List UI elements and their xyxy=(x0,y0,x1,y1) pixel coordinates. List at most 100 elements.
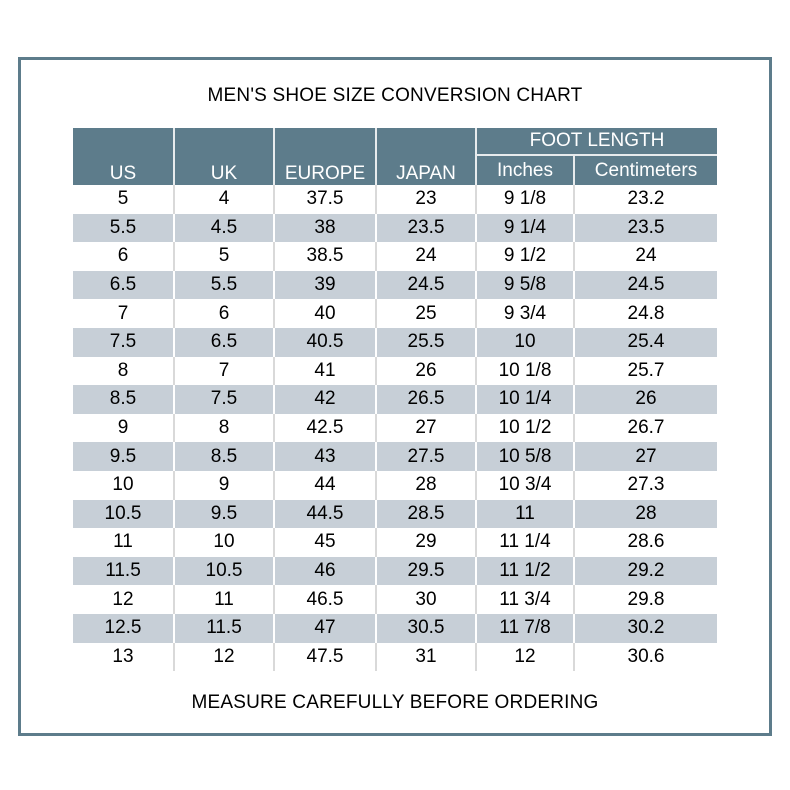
table-cell: 27.3 xyxy=(575,470,717,500)
table-cell: 47.5 xyxy=(275,642,377,672)
table-cell: 10 xyxy=(175,528,275,557)
column-header-europe: EUROPE xyxy=(275,128,377,185)
table-cell: 10 xyxy=(73,470,175,500)
table-cell: 44 xyxy=(275,470,377,500)
column-group-foot-length: FOOT LENGTH xyxy=(477,128,717,156)
table-cell: 12 xyxy=(73,585,175,614)
table-cell: 7.5 xyxy=(175,385,275,414)
table-cell: 38.5 xyxy=(275,242,377,271)
table-cell: 5 xyxy=(73,185,175,214)
table-cell: 10 3/4 xyxy=(477,470,575,500)
footer-note: MEASURE CAREFULLY BEFORE ORDERING xyxy=(191,692,599,713)
table-cell: 9 1/8 xyxy=(477,185,575,214)
table-cell: 40.5 xyxy=(275,327,377,357)
table-cell: 27.5 xyxy=(377,442,477,471)
table-cell: 9 3/4 xyxy=(477,299,575,328)
table-cell: 9.5 xyxy=(175,499,275,529)
table-cell: 12 xyxy=(477,642,575,672)
column-header-inches: Inches xyxy=(477,156,575,185)
table-cell: 10 1/8 xyxy=(477,356,575,386)
table-row: 11 10 45 29 11 1/4 28.6 xyxy=(73,528,717,557)
table-cell: 40 xyxy=(275,299,377,328)
table-cell: 42 xyxy=(275,385,377,414)
table-cell: 23 xyxy=(377,185,477,214)
table-cell: 28 xyxy=(575,499,717,529)
table-cell: 27 xyxy=(377,413,477,443)
table-row: 9 8 42.5 27 10 1/2 26.7 xyxy=(73,413,717,443)
table-cell: 38 xyxy=(275,213,377,243)
table-cell: 11 3/4 xyxy=(477,585,575,614)
table-cell: 25 xyxy=(377,299,477,328)
table-row: 5.5 4.5 38 23.5 9 1/4 23.5 xyxy=(73,213,717,243)
table-cell: 30.6 xyxy=(575,642,717,672)
table-cell: 4.5 xyxy=(175,213,275,243)
table-cell: 11.5 xyxy=(175,613,275,643)
table-cell: 8.5 xyxy=(175,442,275,471)
table-cell: 28.5 xyxy=(377,499,477,529)
table-cell: 11 xyxy=(477,499,575,529)
table-cell: 10.5 xyxy=(175,556,275,586)
table-cell: 31 xyxy=(377,642,477,672)
table-cell: 29 xyxy=(377,528,477,557)
chart-frame: MEN'S SHOE SIZE CONVERSION CHART US UK E… xyxy=(18,57,772,736)
table-cell: 39 xyxy=(275,270,377,300)
table-cell: 7 xyxy=(73,299,175,328)
table-row: 7.5 6.5 40.5 25.5 10 25.4 xyxy=(73,327,717,357)
table-cell: 24.5 xyxy=(575,270,717,300)
table-cell: 10.5 xyxy=(73,499,175,529)
table-cell: 26 xyxy=(575,385,717,414)
column-header-us: US xyxy=(73,128,175,185)
column-header-centimeters: Centimeters xyxy=(575,156,717,185)
table-cell: 27 xyxy=(575,442,717,471)
table-cell: 9 1/4 xyxy=(477,213,575,243)
table-cell: 24 xyxy=(377,242,477,271)
table-cell: 10 1/2 xyxy=(477,413,575,443)
table-row: 6 5 38.5 24 9 1/2 24 xyxy=(73,242,717,271)
table-cell: 10 xyxy=(477,327,575,357)
table-cell: 6 xyxy=(73,242,175,271)
table-cell: 12 xyxy=(175,642,275,672)
table-row: 12 11 46.5 30 11 3/4 29.8 xyxy=(73,585,717,614)
table-cell: 24.8 xyxy=(575,299,717,328)
table-cell: 42.5 xyxy=(275,413,377,443)
table-cell: 44.5 xyxy=(275,499,377,529)
table-cell: 9 5/8 xyxy=(477,270,575,300)
table-row: 5 4 37.5 23 9 1/8 23.2 xyxy=(73,185,717,214)
table-cell: 11 xyxy=(175,585,275,614)
table-cell: 26.7 xyxy=(575,413,717,443)
table-cell: 25.4 xyxy=(575,327,717,357)
table-cell: 28 xyxy=(377,470,477,500)
table-cell: 5.5 xyxy=(175,270,275,300)
column-header-uk: UK xyxy=(175,128,275,185)
table-cell: 6.5 xyxy=(73,270,175,300)
table-cell: 10 1/4 xyxy=(477,385,575,414)
table-cell: 5.5 xyxy=(73,213,175,243)
table-cell: 10 5/8 xyxy=(477,442,575,471)
table-row: 12.5 11.5 47 30.5 11 7/8 30.2 xyxy=(73,613,717,643)
table-cell: 28.6 xyxy=(575,528,717,557)
table-cell: 45 xyxy=(275,528,377,557)
table-cell: 41 xyxy=(275,356,377,386)
table-cell: 5 xyxy=(175,242,275,271)
table-row: 7 6 40 25 9 3/4 24.8 xyxy=(73,299,717,328)
table-row: 11.5 10.5 46 29.5 11 1/2 29.2 xyxy=(73,556,717,586)
table-cell: 9 xyxy=(175,470,275,500)
table-cell: 30 xyxy=(377,585,477,614)
table-cell: 24 xyxy=(575,242,717,271)
table-cell: 9.5 xyxy=(73,442,175,471)
table-cell: 11 xyxy=(73,528,175,557)
table-cell: 25.5 xyxy=(377,327,477,357)
table-cell: 46.5 xyxy=(275,585,377,614)
table-cell: 13 xyxy=(73,642,175,672)
table-cell: 25.7 xyxy=(575,356,717,386)
table-row: 8.5 7.5 42 26.5 10 1/4 26 xyxy=(73,385,717,414)
table-cell: 30.2 xyxy=(575,613,717,643)
table-cell: 8.5 xyxy=(73,385,175,414)
table-cell: 6 xyxy=(175,299,275,328)
table-cell: 8 xyxy=(175,413,275,443)
table-cell: 7 xyxy=(175,356,275,386)
table-cell: 11 1/4 xyxy=(477,528,575,557)
table-row: 13 12 47.5 31 12 30.6 xyxy=(73,642,717,672)
table-cell: 24.5 xyxy=(377,270,477,300)
table-cell: 23.2 xyxy=(575,185,717,214)
